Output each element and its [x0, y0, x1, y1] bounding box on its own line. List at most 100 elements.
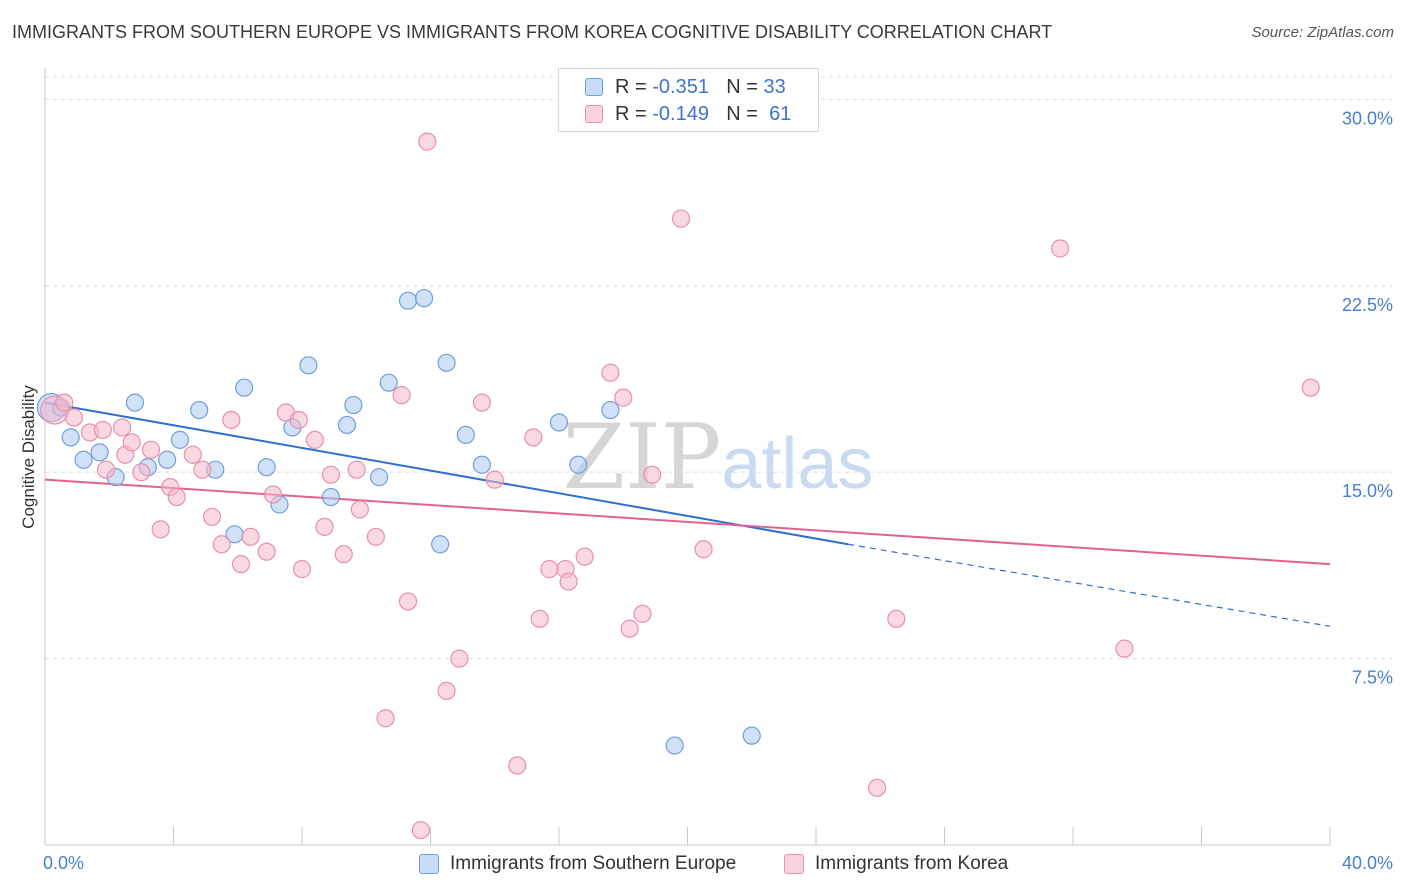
pink-point [472, 393, 491, 412]
pink-point [1115, 639, 1134, 658]
legend-r-label: R = [615, 102, 647, 125]
bottom-legend-swatch-blue [419, 854, 439, 874]
legend-row-southern-europe: R = -0.351 N = 33 [585, 75, 786, 99]
pink-point [392, 386, 411, 405]
blue-point [74, 450, 93, 469]
pink-point [450, 649, 469, 668]
blue-point [370, 468, 389, 487]
y-tick-label: 22.5% [1342, 295, 1393, 315]
legend-r-label: R = [615, 75, 647, 98]
x-tick-label: 40.0% [1342, 853, 1393, 873]
tick-labels: 7.5% 15.0% 22.5% 30.0% 0.0% 40.0% [43, 108, 1393, 873]
blue-point [337, 415, 357, 435]
blue-point [742, 726, 761, 745]
pink-point [575, 547, 594, 566]
pink-point [257, 542, 276, 561]
legend-swatch-blue [585, 78, 603, 96]
blue-point [414, 289, 434, 308]
pink-point [867, 778, 887, 797]
pink-point [418, 132, 437, 151]
y-tick-label: 7.5% [1352, 668, 1393, 688]
pink-point [524, 428, 543, 447]
bottom-legend-korea: Immigrants from Korea [784, 852, 1008, 876]
pink-point [222, 410, 241, 430]
trend-lines [44, 401, 1331, 627]
legend-row-korea: R = -0.149 N = 61 [585, 102, 791, 126]
pink-point [614, 388, 633, 407]
pink-point [151, 520, 170, 539]
bottom-legend-label-korea: Immigrants from Korea [815, 853, 1009, 874]
legend-r-value: -0.351 [652, 75, 709, 98]
blue-point [472, 455, 491, 474]
blue-point [61, 428, 80, 447]
pink-point [122, 433, 141, 452]
pink-point [540, 560, 559, 579]
legend-n-label: N = [726, 102, 758, 125]
pink-point [193, 460, 212, 479]
blue-point [431, 535, 450, 554]
pink-point [559, 572, 578, 591]
trend-line-southern-europe-projection [848, 543, 1331, 627]
legend-swatch-pink [585, 105, 603, 123]
blue-point [549, 413, 569, 432]
bottom-legend-label-southern-europe: Immigrants from Southern Europe [450, 853, 737, 874]
pink-point [485, 470, 504, 489]
pink-point [292, 560, 312, 579]
pink-point [141, 440, 161, 459]
data-points [36, 132, 1320, 840]
legend-n-value: 61 [769, 102, 792, 125]
blue-point [190, 400, 209, 420]
axes [44, 68, 1331, 846]
pink-point [289, 410, 308, 430]
pink-point [241, 527, 260, 546]
legend-n-label: N = [726, 75, 758, 98]
blue-point [170, 430, 190, 449]
pink-point [1051, 239, 1070, 258]
bottom-legend-southern-europe: Immigrants from Southern Europe [419, 852, 736, 876]
pink-point [202, 507, 222, 527]
pink-point [671, 209, 691, 228]
pink-point [55, 393, 74, 412]
pink-point [305, 430, 324, 449]
blue-point [125, 393, 145, 412]
pink-point [601, 363, 620, 382]
pink-point [321, 465, 341, 484]
blue-point [235, 378, 254, 397]
y-tick-label: 15.0% [1342, 481, 1393, 501]
blue-point [665, 736, 684, 755]
pink-point [112, 418, 132, 437]
legend-box: R = -0.351 N = 33 R = -0.149 N = 61 [558, 68, 819, 132]
blue-point [299, 356, 318, 375]
source-label: Source: ZipAtlas.com [1251, 24, 1394, 41]
bottom-legend-swatch-pink [784, 854, 804, 874]
pink-point [398, 592, 418, 611]
blue-point [456, 425, 475, 445]
blue-point [601, 400, 620, 420]
pink-point [93, 420, 112, 440]
legend-r-value: -0.149 [652, 102, 709, 125]
pink-point [620, 619, 639, 638]
pink-point [694, 540, 713, 559]
blue-point [321, 487, 341, 507]
pink-point [334, 545, 353, 564]
pink-point [508, 756, 527, 775]
grid-lines [45, 76, 1392, 660]
pink-point [263, 485, 283, 504]
blue-point [257, 458, 276, 477]
pink-point [212, 535, 231, 554]
pink-point [411, 820, 430, 840]
pink-point [1301, 378, 1320, 397]
pink-point [350, 500, 369, 519]
pink-point [437, 681, 456, 701]
trend-line-southern-europe [44, 401, 849, 546]
pink-point [315, 517, 334, 536]
blue-point [569, 455, 588, 474]
trend-line-korea [44, 478, 1331, 566]
pink-point [366, 527, 385, 546]
pink-point [643, 465, 662, 484]
pink-point [96, 460, 116, 479]
watermark: ZIPatlas [563, 405, 874, 510]
pink-point [167, 487, 186, 507]
blue-point [398, 291, 418, 310]
